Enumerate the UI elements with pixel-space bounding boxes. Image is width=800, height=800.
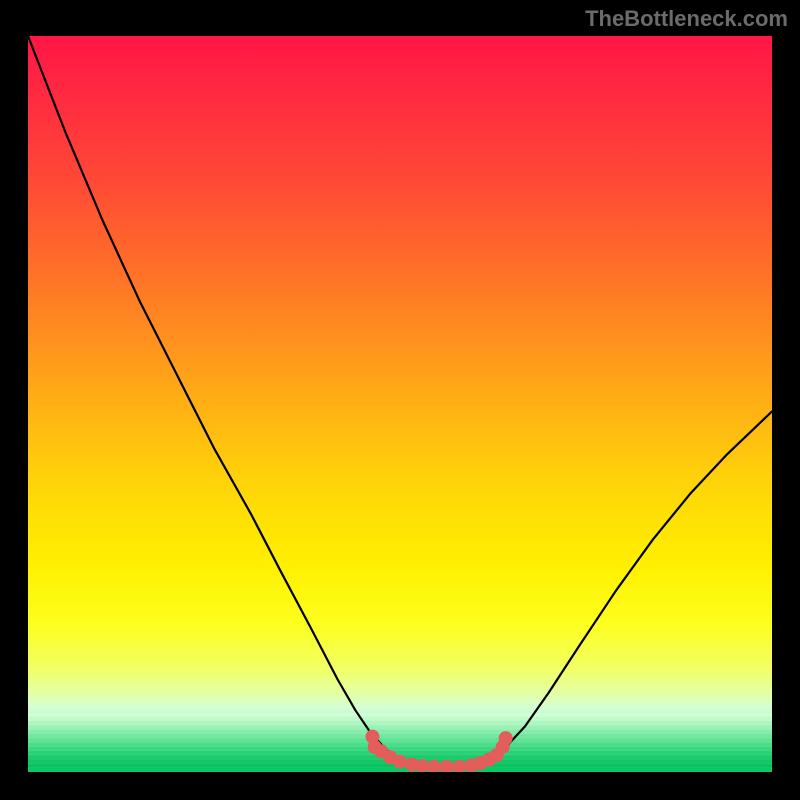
chart-svg (28, 36, 772, 772)
marker-point (393, 755, 407, 769)
gradient-background (28, 36, 772, 772)
marker-point (499, 731, 513, 745)
bottleneck-chart (28, 36, 772, 772)
watermark-text: TheBottleneck.com (585, 6, 788, 32)
